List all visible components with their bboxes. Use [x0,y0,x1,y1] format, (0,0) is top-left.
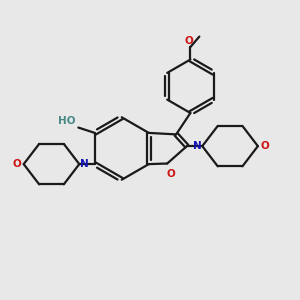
Text: O: O [185,36,194,46]
Text: O: O [167,169,175,179]
Text: O: O [260,141,269,151]
Text: HO: HO [58,116,75,126]
Text: N: N [193,141,202,151]
Text: O: O [13,159,21,169]
Text: N: N [80,159,89,169]
